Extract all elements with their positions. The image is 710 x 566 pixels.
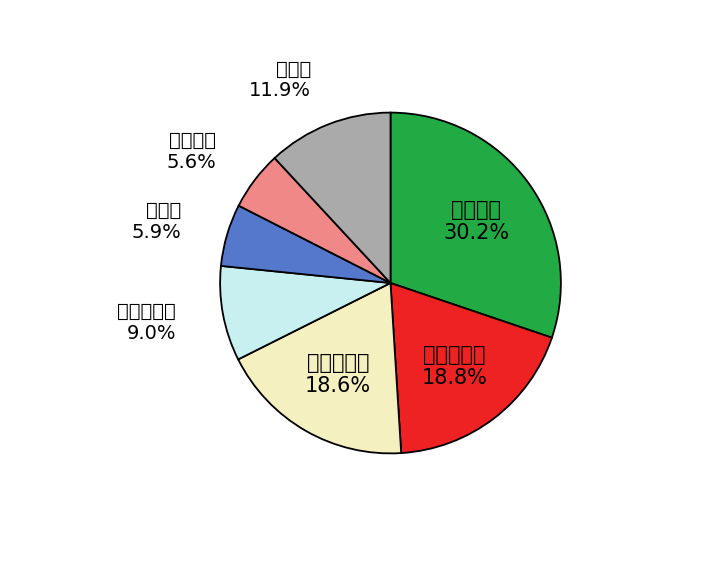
Text: フィリピン
9.0%: フィリピン 9.0% (117, 302, 176, 343)
Wedge shape (391, 283, 552, 453)
Text: その他
11.9%: その他 11.9% (248, 59, 311, 100)
Text: ペルー
5.9%: ペルー 5.9% (131, 201, 181, 242)
Wedge shape (275, 113, 390, 283)
Text: ブラジル
30.2%: ブラジル 30.2% (443, 200, 509, 243)
Text: ベトナム
5.6%: ベトナム 5.6% (167, 131, 217, 172)
Wedge shape (239, 158, 390, 283)
Wedge shape (391, 113, 561, 338)
Text: 中国・台湾
18.8%: 中国・台湾 18.8% (422, 345, 488, 388)
Text: 韓国・朝鮮
18.6%: 韓国・朝鮮 18.6% (305, 353, 371, 396)
Wedge shape (220, 266, 390, 359)
Wedge shape (238, 283, 401, 453)
Wedge shape (221, 205, 390, 283)
